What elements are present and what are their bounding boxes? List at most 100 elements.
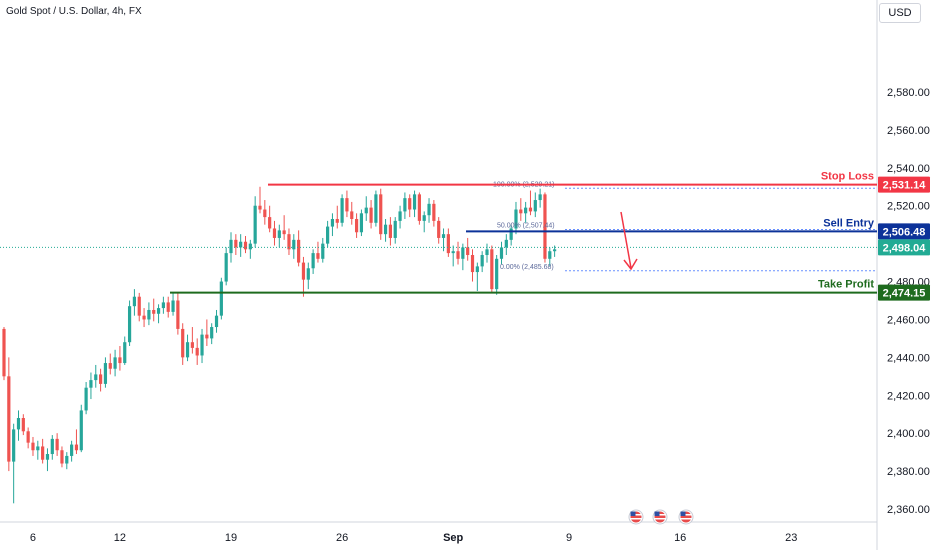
candle-body bbox=[461, 247, 465, 259]
candle-body bbox=[504, 239, 508, 248]
time-axis[interactable]: 6 12 19 26 Sep 9 16 23 bbox=[30, 532, 797, 544]
candle-body bbox=[263, 209, 267, 218]
candle-body bbox=[470, 255, 475, 273]
candle-body bbox=[258, 205, 262, 210]
candle-body bbox=[171, 300, 175, 312]
us-flag-icon bbox=[678, 509, 694, 525]
candle-body bbox=[466, 247, 470, 256]
candle-body bbox=[277, 230, 281, 238]
candle-body bbox=[26, 431, 30, 443]
candle-body bbox=[326, 226, 330, 244]
candle-body bbox=[205, 334, 209, 339]
flag-stripe-white bbox=[680, 514, 692, 516]
candle-body bbox=[456, 251, 460, 259]
down-arrow-shaft bbox=[620, 211, 632, 269]
candle-body bbox=[103, 363, 108, 384]
candle-body bbox=[16, 418, 21, 430]
candle-body bbox=[55, 438, 59, 451]
y-tick-label: 2,420.00 bbox=[887, 390, 930, 402]
current-price-tag-text: 2,498.04 bbox=[883, 242, 927, 254]
candle-body bbox=[533, 200, 537, 212]
candle-body bbox=[210, 327, 214, 339]
candle-body bbox=[74, 444, 79, 451]
candle-body bbox=[137, 296, 141, 316]
us-flag-icon bbox=[652, 509, 668, 525]
candle-body bbox=[364, 207, 368, 214]
candle-body bbox=[2, 328, 6, 377]
candle-body bbox=[335, 218, 339, 223]
x-tick-label: 9 bbox=[566, 532, 572, 544]
candle-body bbox=[538, 194, 542, 201]
fib-label-bottom: 0.00% (2,485.68) bbox=[500, 264, 554, 271]
candle-body bbox=[229, 239, 233, 254]
candle-body bbox=[548, 251, 552, 259]
symbol-title: Gold Spot / U.S. Dollar, 4h, FX bbox=[6, 6, 142, 17]
us-flag-icon bbox=[628, 509, 644, 525]
stop-loss-tag-text: 2,531.14 bbox=[883, 180, 927, 192]
candle-body bbox=[152, 309, 156, 314]
candle-body bbox=[156, 308, 161, 314]
candle-body bbox=[84, 387, 88, 411]
candle-body bbox=[60, 450, 64, 464]
sell-entry-label: Sell Entry bbox=[823, 217, 875, 229]
candle-body bbox=[475, 266, 479, 273]
candle-body bbox=[142, 315, 146, 320]
candle-body bbox=[437, 220, 441, 238]
price-axis[interactable]: 2,360.00 2,380.00 2,400.00 2,420.00 2,440.00… bbox=[887, 87, 930, 516]
stop-loss-label: Stop Loss bbox=[821, 171, 874, 183]
flag-stripe-white bbox=[654, 514, 666, 516]
candle-body bbox=[408, 198, 412, 210]
y-tick-label: 2,540.00 bbox=[887, 163, 930, 175]
candle-body bbox=[224, 253, 228, 282]
candle-body bbox=[393, 220, 397, 238]
candle-body bbox=[359, 213, 364, 233]
candle-body bbox=[441, 234, 446, 238]
candle-body bbox=[528, 207, 533, 212]
candle-body bbox=[383, 224, 388, 235]
currency-button[interactable]: USD bbox=[879, 3, 921, 23]
candle-body bbox=[514, 209, 518, 229]
candle-body bbox=[321, 243, 325, 259]
price-tags: 2,531.14 2,506.48 2,474.15 2,498.04 bbox=[878, 176, 930, 301]
y-tick-label: 2,360.00 bbox=[887, 504, 930, 516]
candle-body bbox=[543, 194, 547, 259]
candles bbox=[2, 186, 557, 504]
candle-body bbox=[166, 302, 170, 312]
candle-body bbox=[509, 228, 513, 240]
candle-body bbox=[388, 224, 392, 238]
x-tick-label: 19 bbox=[225, 532, 237, 544]
drawings: 100.00% (2,529.21)50.00% (2,507.44)0.00%… bbox=[0, 171, 877, 525]
current-price-tag bbox=[878, 239, 930, 256]
candle-body bbox=[524, 207, 528, 214]
candle-body bbox=[176, 300, 180, 329]
flag-stripe-white bbox=[630, 518, 642, 520]
candle-body bbox=[118, 357, 122, 364]
candle-body bbox=[451, 251, 455, 254]
x-tick-label: 26 bbox=[336, 532, 348, 544]
flag-canton bbox=[680, 511, 686, 516]
candle-body bbox=[417, 194, 421, 221]
candle-body bbox=[485, 249, 489, 256]
candle-body bbox=[374, 194, 378, 223]
candle-body bbox=[301, 262, 306, 280]
flag-canton bbox=[654, 511, 660, 516]
candle-body bbox=[412, 194, 417, 210]
x-tick-label: 23 bbox=[785, 532, 797, 544]
candle-body bbox=[190, 342, 194, 348]
candle-body bbox=[185, 342, 190, 358]
y-tick-label: 2,520.00 bbox=[887, 201, 930, 213]
candle-body bbox=[499, 247, 504, 259]
candle-body bbox=[195, 347, 199, 356]
candle-body bbox=[306, 268, 310, 280]
down-arrow-head bbox=[623, 258, 638, 271]
candle-body bbox=[398, 211, 402, 221]
candle-body bbox=[297, 239, 301, 263]
candle-body bbox=[268, 217, 272, 229]
x-tick-label: 16 bbox=[674, 532, 686, 544]
candle-body bbox=[480, 255, 484, 267]
candle-body bbox=[123, 342, 127, 364]
candle-body bbox=[330, 218, 335, 227]
candle-body bbox=[282, 230, 286, 235]
candle-body bbox=[161, 302, 165, 309]
